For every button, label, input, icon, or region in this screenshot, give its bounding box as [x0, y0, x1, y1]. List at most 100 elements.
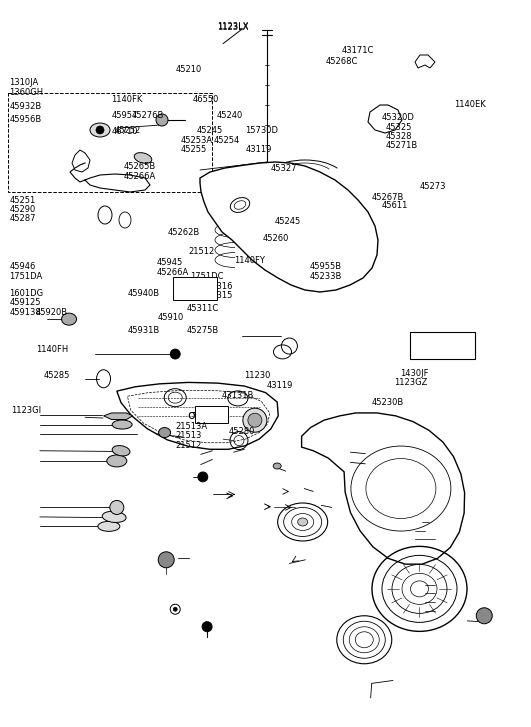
Text: 45254: 45254 — [213, 136, 239, 145]
Text: 45253A: 45253A — [181, 136, 212, 145]
Circle shape — [170, 349, 180, 359]
Circle shape — [243, 408, 267, 433]
Text: 1140EK: 1140EK — [455, 100, 486, 109]
Circle shape — [158, 552, 174, 568]
Text: 1360GH: 1360GH — [10, 88, 44, 97]
Text: 45262B: 45262B — [168, 228, 200, 237]
Text: 1310JA: 1310JA — [10, 78, 39, 87]
Circle shape — [96, 126, 104, 134]
Polygon shape — [302, 413, 465, 564]
Text: 46550: 46550 — [192, 95, 219, 103]
Text: 45275B: 45275B — [187, 326, 219, 334]
Text: 45327: 45327 — [271, 164, 297, 172]
Circle shape — [476, 608, 492, 624]
Text: 45285: 45285 — [44, 371, 70, 380]
Text: 11230: 11230 — [244, 371, 271, 380]
Text: 45265B: 45265B — [123, 162, 156, 171]
Text: 45266A: 45266A — [123, 172, 156, 181]
Polygon shape — [72, 150, 90, 172]
Text: 45931B: 45931B — [127, 326, 160, 334]
Circle shape — [202, 622, 212, 632]
Text: 459138: 459138 — [10, 308, 41, 316]
Text: 45940B: 45940B — [127, 289, 159, 297]
Text: 1430JF: 1430JF — [400, 369, 429, 377]
Text: 21513: 21513 — [175, 431, 202, 440]
Text: 1751DC: 1751DC — [190, 272, 224, 281]
Ellipse shape — [98, 521, 120, 531]
Text: 45316: 45316 — [207, 282, 234, 291]
Ellipse shape — [107, 455, 127, 467]
FancyBboxPatch shape — [173, 278, 217, 300]
Polygon shape — [117, 382, 278, 449]
Text: 45233B: 45233B — [310, 272, 342, 281]
Text: 45271B: 45271B — [386, 141, 418, 150]
Text: 45268C: 45268C — [326, 57, 358, 65]
Text: 43119: 43119 — [267, 381, 293, 390]
Text: 1123GZ: 1123GZ — [394, 378, 427, 387]
Text: 45287: 45287 — [10, 214, 36, 223]
Text: 45957: 45957 — [112, 111, 138, 120]
Text: 1140FY: 1140FY — [234, 256, 264, 265]
Ellipse shape — [102, 511, 126, 523]
Text: 46710: 46710 — [112, 127, 138, 136]
Ellipse shape — [134, 153, 152, 164]
Text: 45611: 45611 — [381, 201, 408, 210]
Ellipse shape — [159, 427, 170, 438]
Text: 1123LX: 1123LX — [217, 22, 248, 31]
Text: 459125: 459125 — [10, 298, 41, 307]
FancyBboxPatch shape — [410, 332, 475, 359]
Text: 45932B: 45932B — [10, 102, 42, 111]
Text: 45245: 45245 — [275, 217, 301, 225]
Text: 45230B: 45230B — [372, 398, 404, 406]
Text: 1601DG: 1601DG — [10, 289, 44, 297]
Polygon shape — [368, 105, 402, 133]
Text: 45328: 45328 — [386, 132, 412, 140]
Text: 1140FK: 1140FK — [112, 95, 143, 103]
Circle shape — [198, 472, 208, 482]
Text: 21512: 21512 — [188, 247, 214, 256]
Text: 45255: 45255 — [181, 145, 207, 154]
Polygon shape — [200, 162, 378, 292]
Text: 45251: 45251 — [10, 196, 36, 205]
Ellipse shape — [298, 518, 307, 526]
Ellipse shape — [112, 446, 130, 456]
Text: 15730D: 15730D — [245, 126, 278, 135]
Text: 45290: 45290 — [10, 205, 36, 214]
Text: 45956B: 45956B — [10, 115, 42, 124]
Text: 21513A: 21513A — [175, 422, 207, 430]
Ellipse shape — [112, 420, 132, 429]
Text: 45945: 45945 — [157, 258, 183, 267]
Text: 45266A: 45266A — [157, 268, 189, 276]
Text: 45273: 45273 — [419, 182, 446, 191]
Text: 1140FH: 1140FH — [36, 345, 68, 353]
Circle shape — [156, 114, 168, 126]
Ellipse shape — [62, 313, 76, 325]
Text: 45315: 45315 — [207, 291, 234, 300]
Circle shape — [248, 413, 262, 427]
Text: 1123GI: 1123GI — [11, 406, 41, 414]
Text: 21512: 21512 — [175, 441, 201, 449]
Text: 45245: 45245 — [196, 126, 222, 135]
FancyBboxPatch shape — [195, 406, 228, 423]
Text: 45240: 45240 — [217, 111, 243, 119]
FancyBboxPatch shape — [8, 93, 212, 192]
Text: 45276B: 45276B — [132, 111, 164, 119]
Text: σ: σ — [187, 409, 195, 422]
Text: 45910: 45910 — [157, 313, 183, 321]
Text: 45210: 45210 — [175, 65, 201, 74]
Text: 43131B: 43131B — [222, 391, 254, 400]
Text: 45260: 45260 — [262, 234, 289, 243]
Text: 45252: 45252 — [115, 126, 141, 135]
Text: 45325: 45325 — [386, 123, 412, 132]
Polygon shape — [415, 55, 435, 68]
Polygon shape — [104, 413, 133, 419]
Text: 45267B: 45267B — [372, 193, 404, 201]
Circle shape — [110, 500, 124, 515]
Ellipse shape — [90, 123, 110, 137]
Text: 45311C: 45311C — [187, 304, 219, 313]
Ellipse shape — [273, 463, 281, 469]
Text: 45280: 45280 — [228, 427, 255, 436]
Text: 1751DA: 1751DA — [10, 272, 43, 281]
Text: 43171C: 43171C — [342, 46, 374, 55]
Text: 45920B: 45920B — [36, 308, 68, 316]
